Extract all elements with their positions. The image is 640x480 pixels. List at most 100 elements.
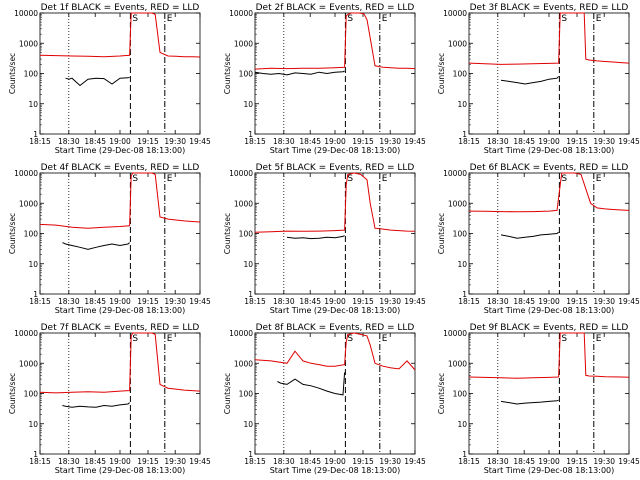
- x-tick-label: 18:45: [299, 137, 321, 146]
- x-tick-label: 18:30: [487, 297, 509, 306]
- plot-frame: [39, 12, 201, 135]
- x-tick-label: 19:30: [164, 457, 186, 466]
- end-marker-label: E: [596, 174, 602, 184]
- x-tick-label: 19:15: [352, 137, 374, 146]
- x-tick-label: 19:15: [566, 137, 588, 146]
- start-marker-label: S: [132, 14, 138, 24]
- panel-title: Det 1f BLACK = Events, RED = LLD: [41, 3, 200, 13]
- y-tick-label: 1: [248, 130, 253, 139]
- start-marker-label: S: [561, 14, 567, 24]
- x-tick-label: 19:00: [109, 297, 131, 306]
- x-tick-label: 19:45: [618, 457, 640, 466]
- lld-series-line: [254, 332, 416, 371]
- lld-series-line: [39, 172, 201, 229]
- plot-frame: [468, 12, 630, 135]
- x-tick-label: 18:15: [458, 457, 480, 466]
- x-tick-label: 19:30: [164, 297, 186, 306]
- y-tick-label: 10000: [14, 169, 38, 178]
- y-axis-label: Counts/sec: [223, 373, 232, 414]
- end-marker-label: E: [167, 174, 173, 184]
- y-tick-label: 1000: [448, 199, 467, 208]
- y-tick-label: 10: [457, 100, 467, 109]
- events-series-line: [62, 242, 130, 250]
- x-axis-label: Start Time (29-Dec-08 18:13:00): [55, 466, 186, 475]
- x-tick-label: 18:30: [58, 137, 80, 146]
- x-tick-label: 19:00: [538, 137, 560, 146]
- events-series-line: [65, 76, 130, 87]
- y-tick-label: 1000: [19, 199, 38, 208]
- x-tick-label: 18:30: [273, 137, 295, 146]
- lld-series-line: [468, 172, 630, 213]
- events-series-line: [286, 235, 345, 240]
- y-tick-label: 10000: [14, 329, 38, 338]
- events-series-line: [500, 231, 559, 239]
- detector-panel-7: Det 7f BLACK = Events, RED = LLD 1 10 100 10…: [8, 323, 211, 475]
- y-tick-label: 1: [33, 290, 38, 299]
- x-tick-label: 19:00: [324, 457, 346, 466]
- y-tick-label: 10000: [229, 9, 253, 18]
- end-marker-label: E: [382, 334, 388, 344]
- y-tick-label: 1000: [234, 359, 253, 368]
- x-tick-label: 18:15: [458, 137, 480, 146]
- y-tick-label: 100: [453, 230, 468, 239]
- x-tick-label: 19:00: [109, 137, 131, 146]
- x-axis-label: Start Time (29-Dec-08 18:13:00): [270, 466, 401, 475]
- x-tick-label: 19:15: [137, 137, 159, 146]
- x-tick-label: 18:15: [29, 457, 51, 466]
- x-tick-label: 19:45: [404, 137, 426, 146]
- end-marker-label: E: [167, 334, 173, 344]
- x-tick-label: 18:45: [299, 297, 321, 306]
- lld-series-line: [468, 332, 630, 379]
- y-tick-label: 100: [24, 390, 39, 399]
- y-tick-label: 1000: [19, 359, 38, 368]
- events-series-line: [254, 70, 345, 76]
- x-tick-label: 18:30: [273, 457, 295, 466]
- x-tick-label: 18:30: [487, 137, 509, 146]
- y-tick-label: 10: [243, 100, 253, 109]
- start-marker-label: S: [132, 334, 138, 344]
- lld-series-line: [254, 12, 416, 70]
- x-tick-label: 19:00: [538, 297, 560, 306]
- y-tick-label: 100: [239, 390, 254, 399]
- y-tick-label: 10: [28, 420, 38, 429]
- y-axis-label: Counts/sec: [437, 213, 446, 254]
- detector-panel-3: Det 3f BLACK = Events, RED = LLD 1 10 100 10…: [437, 3, 640, 155]
- x-tick-label: 19:30: [593, 457, 615, 466]
- panel-title: Det 8f BLACK = Events, RED = LLD: [256, 323, 415, 333]
- x-axis-label: Start Time (29-Dec-08 18:13:00): [484, 146, 615, 155]
- end-marker-label: E: [167, 14, 173, 24]
- x-axis-label: Start Time (29-Dec-08 18:13:00): [270, 146, 401, 155]
- x-tick-label: 19:00: [538, 457, 560, 466]
- y-tick-label: 10: [243, 420, 253, 429]
- events-series-line: [62, 402, 130, 408]
- y-tick-label: 1: [462, 130, 467, 139]
- x-tick-label: 18:45: [84, 297, 106, 306]
- y-tick-label: 100: [239, 70, 254, 79]
- y-tick-label: 10: [457, 260, 467, 269]
- y-tick-label: 100: [453, 70, 468, 79]
- x-tick-label: 19:15: [566, 457, 588, 466]
- y-axis-label: Counts/sec: [8, 53, 17, 94]
- y-axis-label: Counts/sec: [437, 53, 446, 94]
- y-tick-label: 1000: [234, 39, 253, 48]
- y-tick-label: 10000: [229, 329, 253, 338]
- y-tick-label: 10: [28, 100, 38, 109]
- events-series-line: [277, 372, 346, 396]
- y-tick-label: 1000: [448, 359, 467, 368]
- x-tick-label: 19:15: [352, 457, 374, 466]
- y-axis-label: Counts/sec: [437, 373, 446, 414]
- x-tick-label: 18:30: [273, 297, 295, 306]
- y-tick-label: 1: [248, 450, 253, 459]
- y-axis-label: Counts/sec: [8, 213, 17, 254]
- x-tick-label: 19:30: [379, 297, 401, 306]
- x-tick-label: 18:15: [244, 137, 266, 146]
- y-tick-label: 10: [28, 260, 38, 269]
- x-tick-label: 18:30: [58, 457, 80, 466]
- events-series-line: [500, 399, 559, 405]
- plot-frame: [39, 332, 201, 455]
- plot-frame: [254, 172, 416, 295]
- x-axis-label: Start Time (29-Dec-08 18:13:00): [55, 146, 186, 155]
- end-marker-label: E: [596, 334, 602, 344]
- y-tick-label: 10: [457, 420, 467, 429]
